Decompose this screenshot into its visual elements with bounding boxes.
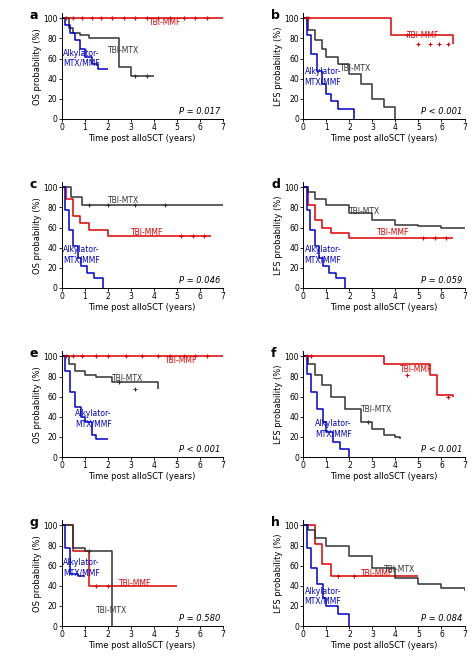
Text: Alkylator-
MTX/MMF: Alkylator- MTX/MMF	[304, 246, 341, 264]
Text: TBI-MMF: TBI-MMF	[165, 356, 198, 365]
Text: TBI-MMF: TBI-MMF	[400, 365, 432, 374]
Y-axis label: LFS probability (%): LFS probability (%)	[274, 364, 283, 444]
Text: P = 0.017: P = 0.017	[179, 107, 220, 116]
Text: Alkylator-
MTX/MMF: Alkylator- MTX/MMF	[315, 420, 352, 438]
Text: TBI-MTX: TBI-MTX	[112, 374, 144, 383]
Text: TBI-MTX: TBI-MTX	[361, 405, 392, 414]
Text: P = 0.046: P = 0.046	[179, 276, 220, 285]
Text: P = 0.059: P = 0.059	[421, 276, 462, 285]
X-axis label: Time post alloSCT (years): Time post alloSCT (years)	[330, 133, 438, 143]
Text: P = 0.580: P = 0.580	[179, 614, 220, 623]
Text: Alkylator-
MTX/MMF: Alkylator- MTX/MMF	[63, 246, 100, 264]
Y-axis label: LFS probability (%): LFS probability (%)	[274, 195, 283, 275]
Text: c: c	[29, 178, 37, 191]
Text: f: f	[271, 347, 277, 360]
Text: TBI-MTX: TBI-MTX	[349, 207, 381, 216]
Text: P = 0.084: P = 0.084	[421, 614, 462, 623]
Text: TBI-MMF: TBI-MMF	[119, 579, 152, 588]
Text: b: b	[271, 9, 280, 22]
Text: e: e	[29, 347, 38, 360]
Text: TBI-MMF: TBI-MMF	[407, 31, 439, 40]
Text: d: d	[271, 178, 280, 191]
Text: P < 0.001: P < 0.001	[421, 445, 462, 454]
Text: TBI-MTX: TBI-MTX	[96, 607, 128, 615]
Y-axis label: OS probability (%): OS probability (%)	[33, 28, 42, 105]
Text: TBI-MTX: TBI-MTX	[340, 64, 372, 73]
Text: TBI-MMF: TBI-MMF	[149, 18, 182, 27]
X-axis label: Time post alloSCT (years): Time post alloSCT (years)	[89, 472, 196, 481]
Y-axis label: LFS probability (%): LFS probability (%)	[274, 27, 283, 106]
Y-axis label: OS probability (%): OS probability (%)	[33, 366, 42, 443]
Text: Alkylator-
MTX/MMF: Alkylator- MTX/MMF	[63, 558, 100, 577]
Text: P < 0.001: P < 0.001	[179, 445, 220, 454]
X-axis label: Time post alloSCT (years): Time post alloSCT (years)	[89, 133, 196, 143]
Y-axis label: LFS probability (%): LFS probability (%)	[274, 533, 283, 613]
Text: Alkylator-
MTX/MMF: Alkylator- MTX/MMF	[304, 67, 341, 86]
Text: TBI-MTX: TBI-MTX	[384, 565, 415, 574]
Y-axis label: OS probability (%): OS probability (%)	[33, 196, 42, 274]
Text: a: a	[29, 9, 38, 22]
Text: Alkylator-
MTX/MMF: Alkylator- MTX/MMF	[63, 49, 100, 68]
X-axis label: Time post alloSCT (years): Time post alloSCT (years)	[330, 641, 438, 649]
X-axis label: Time post alloSCT (years): Time post alloSCT (years)	[89, 302, 196, 312]
X-axis label: Time post alloSCT (years): Time post alloSCT (years)	[89, 641, 196, 649]
Text: TBI-MMF: TBI-MMF	[131, 228, 163, 237]
Text: Alkylator-
MTX/MMF: Alkylator- MTX/MMF	[75, 410, 112, 428]
Text: P < 0.001: P < 0.001	[421, 107, 462, 116]
X-axis label: Time post alloSCT (years): Time post alloSCT (years)	[330, 302, 438, 312]
Text: TBI-MTX: TBI-MTX	[108, 196, 139, 205]
Text: h: h	[271, 516, 280, 529]
Text: TBI-MMF: TBI-MMF	[361, 569, 393, 578]
X-axis label: Time post alloSCT (years): Time post alloSCT (years)	[330, 472, 438, 481]
Text: TBI-MMF: TBI-MMF	[377, 228, 410, 237]
Text: Alkylator-
MTX/MMF: Alkylator- MTX/MMF	[304, 587, 341, 605]
Y-axis label: OS probability (%): OS probability (%)	[33, 535, 42, 611]
Text: g: g	[29, 516, 38, 529]
Text: TBI-MTX: TBI-MTX	[108, 46, 139, 55]
